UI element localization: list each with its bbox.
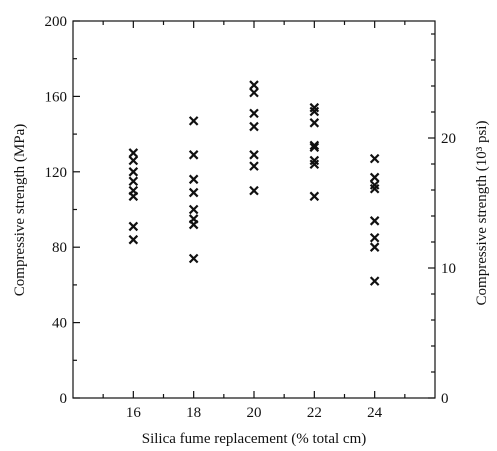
- x-tick-labels: 16 18 20 22 24: [126, 405, 383, 421]
- x-axis-title: Silica fume replacement (% total cm): [142, 431, 367, 447]
- data-point: [369, 153, 380, 164]
- data-point: [309, 106, 320, 117]
- y-tick-label: 80: [52, 240, 67, 256]
- data-point: [128, 167, 139, 177]
- x-tick-label: 16: [126, 405, 142, 421]
- data-point: [128, 155, 139, 166]
- data-point: [249, 108, 259, 119]
- data-point: [188, 116, 199, 126]
- data-point: [128, 234, 139, 245]
- data-point: [128, 148, 139, 158]
- x-tick-label: 20: [247, 405, 262, 421]
- data-point: [309, 159, 320, 170]
- data-point: [249, 150, 259, 160]
- data-point: [369, 172, 380, 183]
- data-point: [128, 185, 139, 196]
- data-point: [128, 176, 139, 187]
- data-point: [309, 191, 320, 202]
- y-tick-label: 0: [60, 391, 68, 407]
- y2-axis-title: Compressive strength (10³ psi): [474, 121, 490, 306]
- data-point: [249, 185, 259, 196]
- y-tick-label: 120: [45, 165, 68, 181]
- data-point: [369, 242, 380, 252]
- data-point: [309, 102, 320, 113]
- axis-ticks: [73, 20, 435, 399]
- y2-tick-label: 10: [441, 261, 456, 277]
- data-point: [369, 216, 380, 226]
- data-point: [369, 183, 380, 194]
- data-point: [249, 121, 259, 132]
- data-point: [249, 87, 259, 98]
- data-point: [369, 276, 380, 286]
- data-point: [369, 180, 380, 190]
- data-point: [188, 214, 199, 224]
- data-point: [369, 232, 380, 243]
- x-tick-label: 24: [367, 405, 383, 421]
- data-point: [309, 155, 320, 166]
- data-point: [309, 140, 320, 151]
- data-point: [309, 118, 320, 128]
- data-point: [249, 161, 259, 171]
- data-point: [188, 150, 199, 160]
- data-point: [249, 80, 259, 90]
- x-tick-label: 18: [186, 405, 201, 421]
- y2-tick-label: 0: [441, 391, 449, 407]
- data-point: [128, 221, 139, 232]
- data-point: [309, 142, 320, 153]
- y-axis-title: Compressive strength (MPa): [12, 124, 28, 296]
- y2-tick-label: 20: [441, 131, 456, 147]
- data-point: [188, 253, 199, 264]
- y-tick-label: 200: [45, 14, 68, 30]
- y-tick-label: 160: [45, 89, 68, 105]
- x-tick-label: 22: [307, 405, 322, 421]
- data-point: [188, 187, 199, 198]
- plot-frame: [72, 20, 436, 399]
- data-point: [188, 204, 199, 215]
- y-tick-labels: 0 40 80 120 160 200: [45, 14, 68, 407]
- y-tick-label: 40: [52, 316, 67, 332]
- y2-tick-labels: 0 10 20: [441, 131, 456, 407]
- data-markers: [128, 80, 380, 286]
- data-point: [188, 174, 199, 185]
